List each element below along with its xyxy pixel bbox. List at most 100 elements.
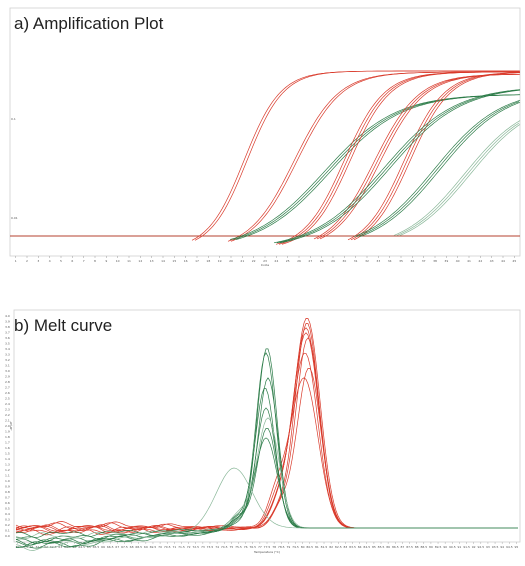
y-tick-label: 0.9: [5, 485, 10, 489]
y-tick-label: 0.1: [5, 529, 10, 533]
y-tick-label: 1.2: [5, 468, 10, 472]
y-tick-label: 0.5: [5, 507, 10, 511]
amplification-curve: [273, 89, 521, 244]
y-tick-label: 0.2: [5, 523, 10, 527]
x-tick-label: 42: [478, 259, 482, 263]
x-tick-label: 85.5: [378, 545, 385, 549]
melt-curve: [15, 388, 518, 542]
y-tick-label: 1.1: [5, 474, 10, 478]
y-tick-label: 2.2: [5, 413, 10, 417]
amplification-curve: [279, 89, 521, 244]
y-tick-label: 1.3: [5, 463, 10, 467]
y-axis-label: -dF/dT: [9, 421, 13, 431]
y-tick-label: 1.4: [5, 457, 10, 461]
melt-curve: [15, 437, 518, 538]
y-tick-label: 3.2: [5, 358, 10, 362]
x-tick-label: 82.5: [335, 545, 342, 549]
x-tick-label: 78: [272, 545, 276, 549]
x-tick-label: 71.5: [178, 545, 185, 549]
x-tick-label: 6: [71, 259, 73, 263]
x-tick-label: 69: [144, 545, 148, 549]
x-tick-label: 68: [130, 545, 134, 549]
x-tick-label: 41: [467, 259, 471, 263]
x-tick-label: 4: [49, 259, 51, 263]
y-tick-label: 0.0: [5, 534, 10, 538]
x-tick-label: 95: [515, 545, 519, 549]
x-tick-label: 69.5: [150, 545, 157, 549]
y-tick-label: 0.6: [5, 501, 10, 505]
y-tick-label: 0.3: [5, 518, 10, 522]
x-tick-label: 40: [456, 259, 460, 263]
y-tick-label: 3.8: [5, 325, 10, 329]
amplification-curve: [235, 94, 520, 240]
x-tick-label: 16: [184, 259, 188, 263]
y-tick-label: 3.6: [5, 336, 10, 340]
y-tick-label: 3.1: [5, 364, 10, 368]
y-tick-label: 0.4: [5, 512, 10, 516]
y-tick-label: 2.0: [5, 424, 10, 428]
amplification-title: a) Amplification Plot: [14, 14, 164, 33]
x-tick-label: 74: [215, 545, 219, 549]
x-tick-label: 37: [422, 259, 426, 263]
y-tick-label: 2.3: [5, 408, 10, 412]
x-tick-label: 68.5: [135, 545, 142, 549]
x-tick-label: 86: [386, 545, 390, 549]
x-tick-label: 28: [320, 259, 324, 263]
x-tick-label: 34: [388, 259, 392, 263]
x-tick-label: 2: [26, 259, 28, 263]
x-tick-label: 90.5: [449, 545, 456, 549]
melt-curve: [15, 367, 518, 534]
amplification-curve: [316, 73, 519, 240]
x-tick-label: 92: [472, 545, 476, 549]
y-tick-label: 2.7: [5, 386, 10, 390]
x-tick-label: 91: [458, 545, 462, 549]
x-tick-label: 94: [500, 545, 504, 549]
x-tick-label: 70: [158, 545, 162, 549]
x-tick-label: 86.5: [392, 545, 399, 549]
y-tick-label: 3.5: [5, 342, 10, 346]
melt-curve: [15, 417, 518, 539]
x-tick-label: 76: [244, 545, 248, 549]
x-tick-label: 18: [206, 259, 210, 263]
x-tick-label: 87.5: [406, 545, 413, 549]
x-tick-label: 73: [201, 545, 205, 549]
x-tick-label: 39: [444, 259, 448, 263]
x-tick-label: 88.5: [420, 545, 427, 549]
y-tick-label: 1.5: [5, 452, 10, 456]
amplification-curve: [353, 72, 521, 241]
amplification-curve: [347, 72, 521, 241]
y-tick-label: 3.0: [5, 369, 10, 373]
x-tick-label: 24: [274, 259, 278, 263]
x-tick-label: 83.5: [349, 545, 356, 549]
x-tick-label: 88: [415, 545, 419, 549]
y-tick-label: 4.0: [5, 314, 10, 318]
amplification-curve: [396, 122, 520, 236]
x-tick-label: 92.5: [477, 545, 484, 549]
x-tick-label: 65: [87, 545, 91, 549]
y-tick-label: 1.6: [5, 446, 10, 450]
amplification-curve: [350, 72, 519, 241]
x-tick-label: 81: [315, 545, 319, 549]
x-tick-label: 89: [429, 545, 433, 549]
y-tick-label: 3.9: [5, 320, 10, 324]
x-tick-label: 90: [443, 545, 447, 549]
x-tick-label: 11: [127, 259, 131, 263]
amplification-curve: [353, 99, 521, 237]
x-tick-label: 35: [399, 259, 403, 263]
y-tick-label: 2.9: [5, 375, 10, 379]
x-tick-label: 91.5: [463, 545, 470, 549]
x-tick-label: 83: [343, 545, 347, 549]
x-tick-label: 94.5: [506, 545, 513, 549]
x-tick-label: 17: [195, 259, 199, 263]
y-tick-label: 1.0: [5, 479, 10, 483]
x-tick-label: 33: [376, 259, 380, 263]
x-tick-label: 73.5: [207, 545, 214, 549]
x-tick-label: 67.5: [121, 545, 128, 549]
amplification-curve: [359, 102, 521, 237]
x-tick-label: 19: [218, 259, 222, 263]
y-tick-label: 0.7: [5, 496, 10, 500]
x-tick-label: 77: [258, 545, 262, 549]
x-tick-label: 12: [138, 259, 142, 263]
x-tick-label: 66.5: [107, 545, 114, 549]
x-tick-label: 43: [490, 259, 494, 263]
